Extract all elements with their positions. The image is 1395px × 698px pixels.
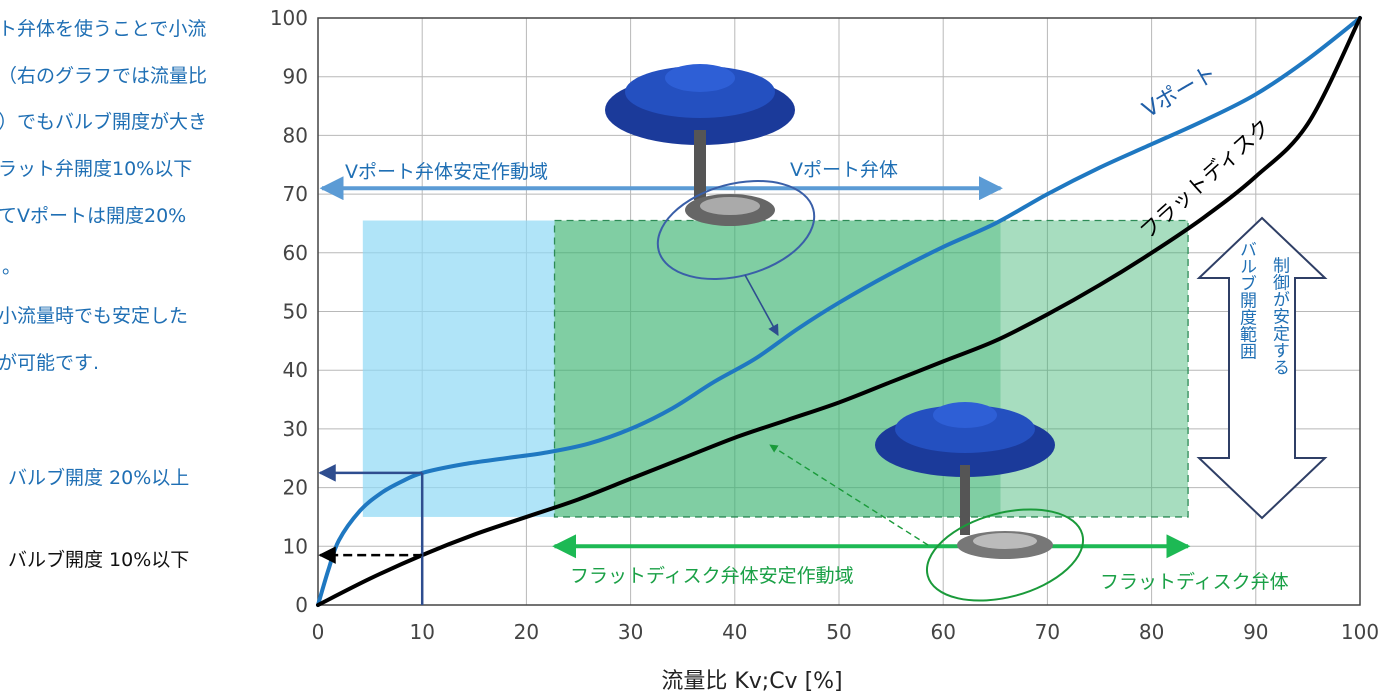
v-open-label: バルブ開度 20%以上 <box>8 467 190 489</box>
side-text-line-3: ）でもバルブ開度が大き <box>0 111 208 133</box>
y-tick-label: 50 <box>283 300 308 324</box>
v-port-pointer-arrow <box>744 274 779 336</box>
series-lines <box>316 16 1362 607</box>
side-text-line-5: てVポートは開度20% <box>0 205 187 227</box>
v-port-range-label: Vポート弁体安定作動域 <box>345 161 548 183</box>
flat-disk-pointer-arrow <box>769 444 929 546</box>
flat-open-label: バルブ開度 10%以下 <box>8 549 190 571</box>
x-tick-label: 20 <box>514 620 539 644</box>
flat-disk-body-label: フラットディスク弁体 <box>1100 571 1289 593</box>
side-text-line-6: 。 <box>2 256 22 278</box>
y-tick-label: 40 <box>283 358 308 382</box>
side-text-line-4: ラット弁開度10%以下 <box>0 158 193 180</box>
y-tick-label: 90 <box>283 65 308 89</box>
flat-disk-highlight-circle <box>925 508 1085 602</box>
flat-disk-valve-illustration <box>875 402 1055 559</box>
side-text-line-1: ト弁体を使うことで小流 <box>0 18 207 40</box>
region-0 <box>362 220 555 517</box>
stable-regions <box>362 219 1189 518</box>
side-text-line-8: が可能です. <box>0 352 100 374</box>
x-tick-label: 100 <box>1341 620 1379 644</box>
x-tick-label: 0 <box>312 620 325 644</box>
y-tick-label: 30 <box>283 417 308 441</box>
axes <box>317 17 1361 606</box>
plot-frame <box>317 17 1361 606</box>
x-tick-label: 80 <box>1139 620 1164 644</box>
v-port-valve-illustration <box>605 64 795 226</box>
stable-range-label-col1: 制御が安定する <box>1269 256 1290 375</box>
y-tick-label: 70 <box>283 182 308 206</box>
y-tick-label: 80 <box>283 123 308 147</box>
x-axis-label: 流量比 Kv;Cv [%] <box>661 669 842 694</box>
flat-disk-curve <box>316 16 1362 607</box>
x-tick-label: 10 <box>409 620 434 644</box>
side-text-line-7: 小流量時でも安定した <box>0 305 189 327</box>
y-tick-label: 20 <box>283 476 308 500</box>
x-tick-label: 60 <box>930 620 955 644</box>
side-text-line-2: （右のグラフでは流量比 <box>0 65 208 87</box>
v-port-curve <box>316 16 1362 607</box>
x-tick-label: 50 <box>826 620 851 644</box>
x-tick-label: 70 <box>1035 620 1060 644</box>
v-port-highlight-circle <box>656 179 816 281</box>
stable-range-double-arrow <box>1196 216 1328 520</box>
reference-lines <box>318 464 424 605</box>
x-tick-label: 30 <box>618 620 643 644</box>
v-port-body-label: Vポート弁体 <box>790 159 898 181</box>
x-tick-label: 90 <box>1243 620 1268 644</box>
stable-range-label-col2: バルブ開度範囲 <box>1236 241 1257 360</box>
y-tick-label: 60 <box>283 241 308 265</box>
region-2 <box>1000 220 1189 517</box>
y-tick-label: 100 <box>270 6 308 30</box>
flat-disk-region-outline <box>553 219 1189 518</box>
y-tick-label: 10 <box>283 534 308 558</box>
flat-disk-range-label: フラットディスク弁体安定作動域 <box>570 565 854 587</box>
tick-labels: 0 10 20 30 40 50 60 70 80 90 100 0 10 20 30 40 50 60 70 80 9… <box>270 6 1379 644</box>
y-tick-label: 0 <box>295 593 308 617</box>
v-port-curve-label: Vポート <box>1139 61 1222 123</box>
x-tick-label: 40 <box>722 620 747 644</box>
